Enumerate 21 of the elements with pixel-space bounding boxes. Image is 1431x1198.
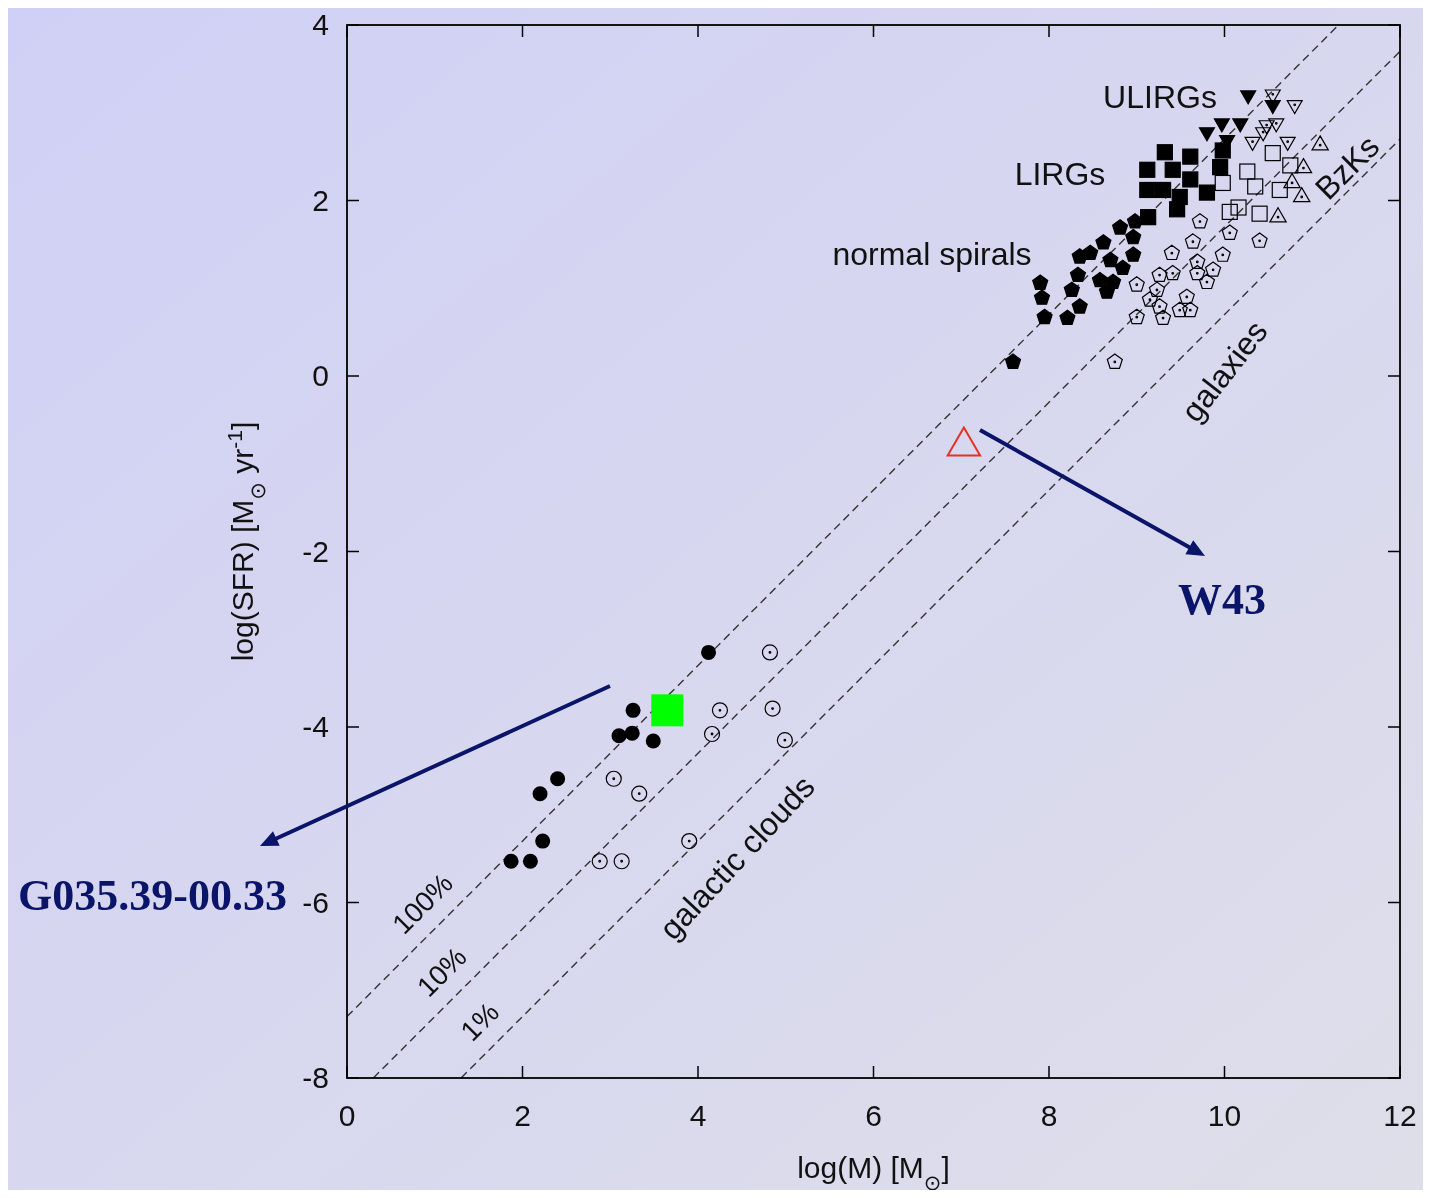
x-tick-label: 10 <box>1207 1099 1242 1132</box>
annotation: ULIRGs <box>1103 79 1217 115</box>
x-tick-label: 2 <box>514 1099 531 1132</box>
annotation: normal spirals <box>832 236 1032 272</box>
text: G035.39-00.33 <box>18 871 287 920</box>
x-tick-label: 12 <box>1383 1099 1417 1132</box>
y-tick-label: -2 <box>302 534 329 568</box>
y-tick-label: -4 <box>302 710 329 743</box>
y-tick-label: 0 <box>312 359 329 392</box>
x-axis-title: log(M) [M$_{⊙}$] <box>797 1151 950 1194</box>
x-tick-label: 6 <box>865 1099 882 1132</box>
y-tick-label: 4 <box>312 8 329 41</box>
y-tick-label: 2 <box>312 183 329 217</box>
annotation: LIRGs <box>1014 156 1106 192</box>
x-tick-label: 4 <box>689 1099 707 1132</box>
x-tick-label: 0 <box>338 1099 356 1132</box>
y-tick-label: -6 <box>302 885 329 919</box>
y-tick-label: -8 <box>302 1061 329 1094</box>
annotation: W43 <box>1178 575 1266 624</box>
text: 1% <box>454 996 506 1047</box>
x-tick-label: 8 <box>1040 1099 1058 1132</box>
